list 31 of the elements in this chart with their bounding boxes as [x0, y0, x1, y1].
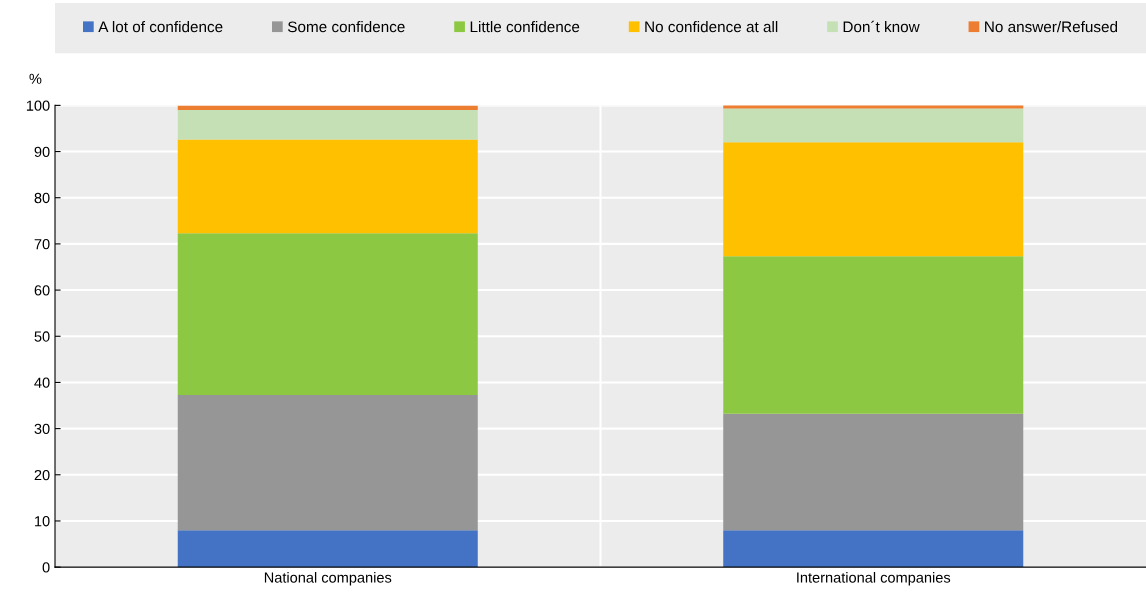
legend-label: Little confidence: [470, 21, 580, 33]
bar: [723, 256, 1024, 414]
bar: [177, 530, 478, 568]
legend-label: No answer/Refused: [985, 21, 1118, 33]
bar: [723, 142, 1024, 257]
legend-label: Don´t know: [843, 20, 920, 33]
x-tick-label: International companies: [797, 572, 951, 586]
y-tick-label: 100: [26, 100, 50, 111]
y-tick-label: 20: [34, 469, 50, 481]
x-tick-label: National companies: [264, 572, 392, 586]
bar: [723, 108, 1024, 143]
y-tick-label: 90: [34, 146, 50, 157]
bar: [177, 233, 478, 395]
y-axis-title: %: [29, 73, 42, 84]
bar: [723, 530, 1024, 568]
y-tick-label: 0: [42, 562, 50, 573]
bar: [723, 413, 1024, 531]
legend-label: Some confidence: [287, 21, 405, 33]
y-tick-label: 10: [35, 516, 50, 527]
y-tick-label: 50: [34, 331, 50, 342]
legend-label: A lot of confidence: [98, 21, 223, 33]
y-tick-label: 70: [34, 239, 50, 250]
y-tick-label: 40: [34, 377, 50, 388]
y-tick-label: 30: [34, 423, 50, 435]
bar: [723, 105, 1024, 109]
bar: [177, 109, 478, 140]
bar: [177, 394, 478, 531]
legend-label: No confidence at all: [645, 21, 778, 33]
y-tick-label: 60: [34, 285, 50, 296]
bar: [177, 139, 478, 234]
y-tick-label: 80: [34, 192, 50, 204]
